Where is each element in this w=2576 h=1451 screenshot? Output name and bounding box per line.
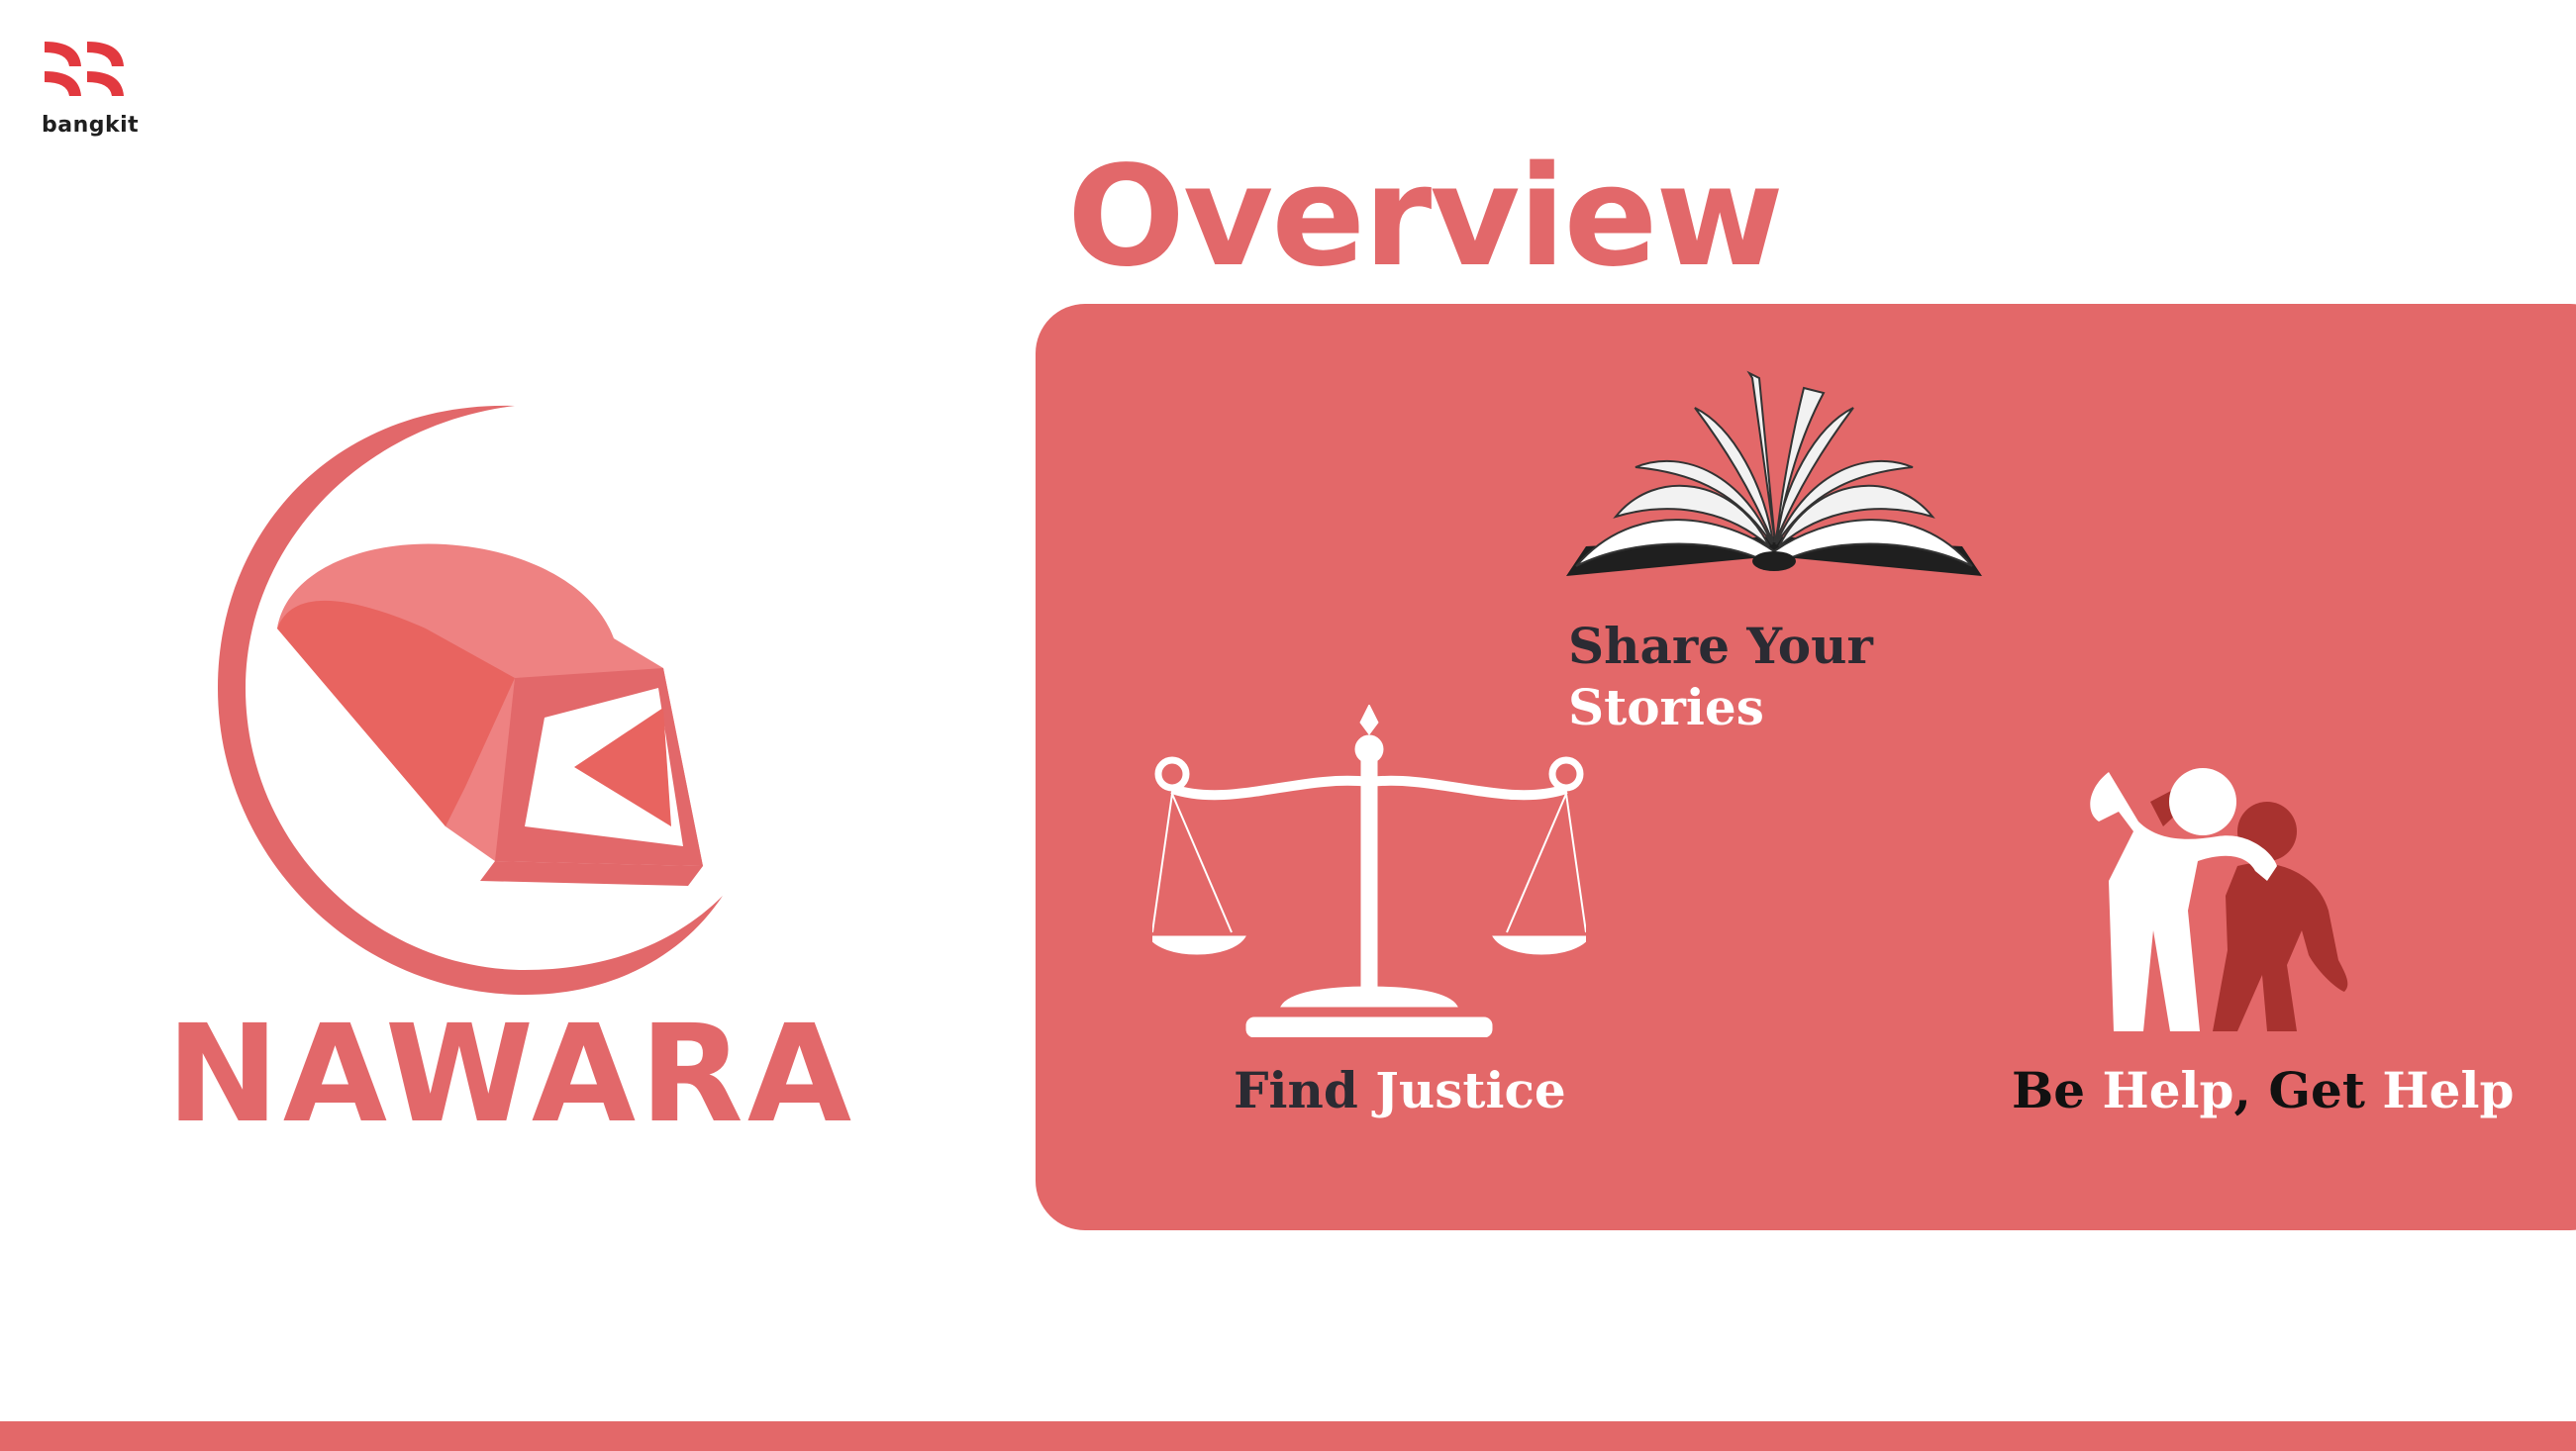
- share-line-2: Stories: [1568, 678, 1764, 736]
- bangkit-wordmark: bangkit: [42, 113, 140, 138]
- share-stories-label: Share Your Stories: [1568, 616, 1873, 738]
- help-word-get: Get: [2268, 1061, 2365, 1119]
- be-help-get-help-label: Be Help, Get Help: [2012, 1061, 2514, 1119]
- people-helping-icon: [2090, 768, 2348, 1031]
- page-title: Overview: [1067, 137, 1784, 298]
- app-name: NAWARA: [166, 997, 856, 1153]
- help-word-be: Be: [2012, 1061, 2086, 1119]
- bangkit-logo-icon: [45, 42, 124, 96]
- help-comma: ,: [2233, 1061, 2251, 1119]
- share-line-1: Share Your: [1568, 617, 1873, 675]
- justice-word-find: Find: [1234, 1061, 1358, 1119]
- find-justice-label: Find Justice: [1234, 1061, 1566, 1119]
- help-word-help-1: Help: [2102, 1061, 2234, 1119]
- scale-icon: [1152, 705, 1586, 1037]
- bottom-accent-bar: [0, 1421, 2576, 1451]
- nawara-logo-icon: [218, 405, 723, 995]
- book-icon: [1566, 370, 1982, 576]
- justice-word-justice: Justice: [1375, 1061, 1566, 1119]
- help-word-help-2: Help: [2382, 1061, 2515, 1119]
